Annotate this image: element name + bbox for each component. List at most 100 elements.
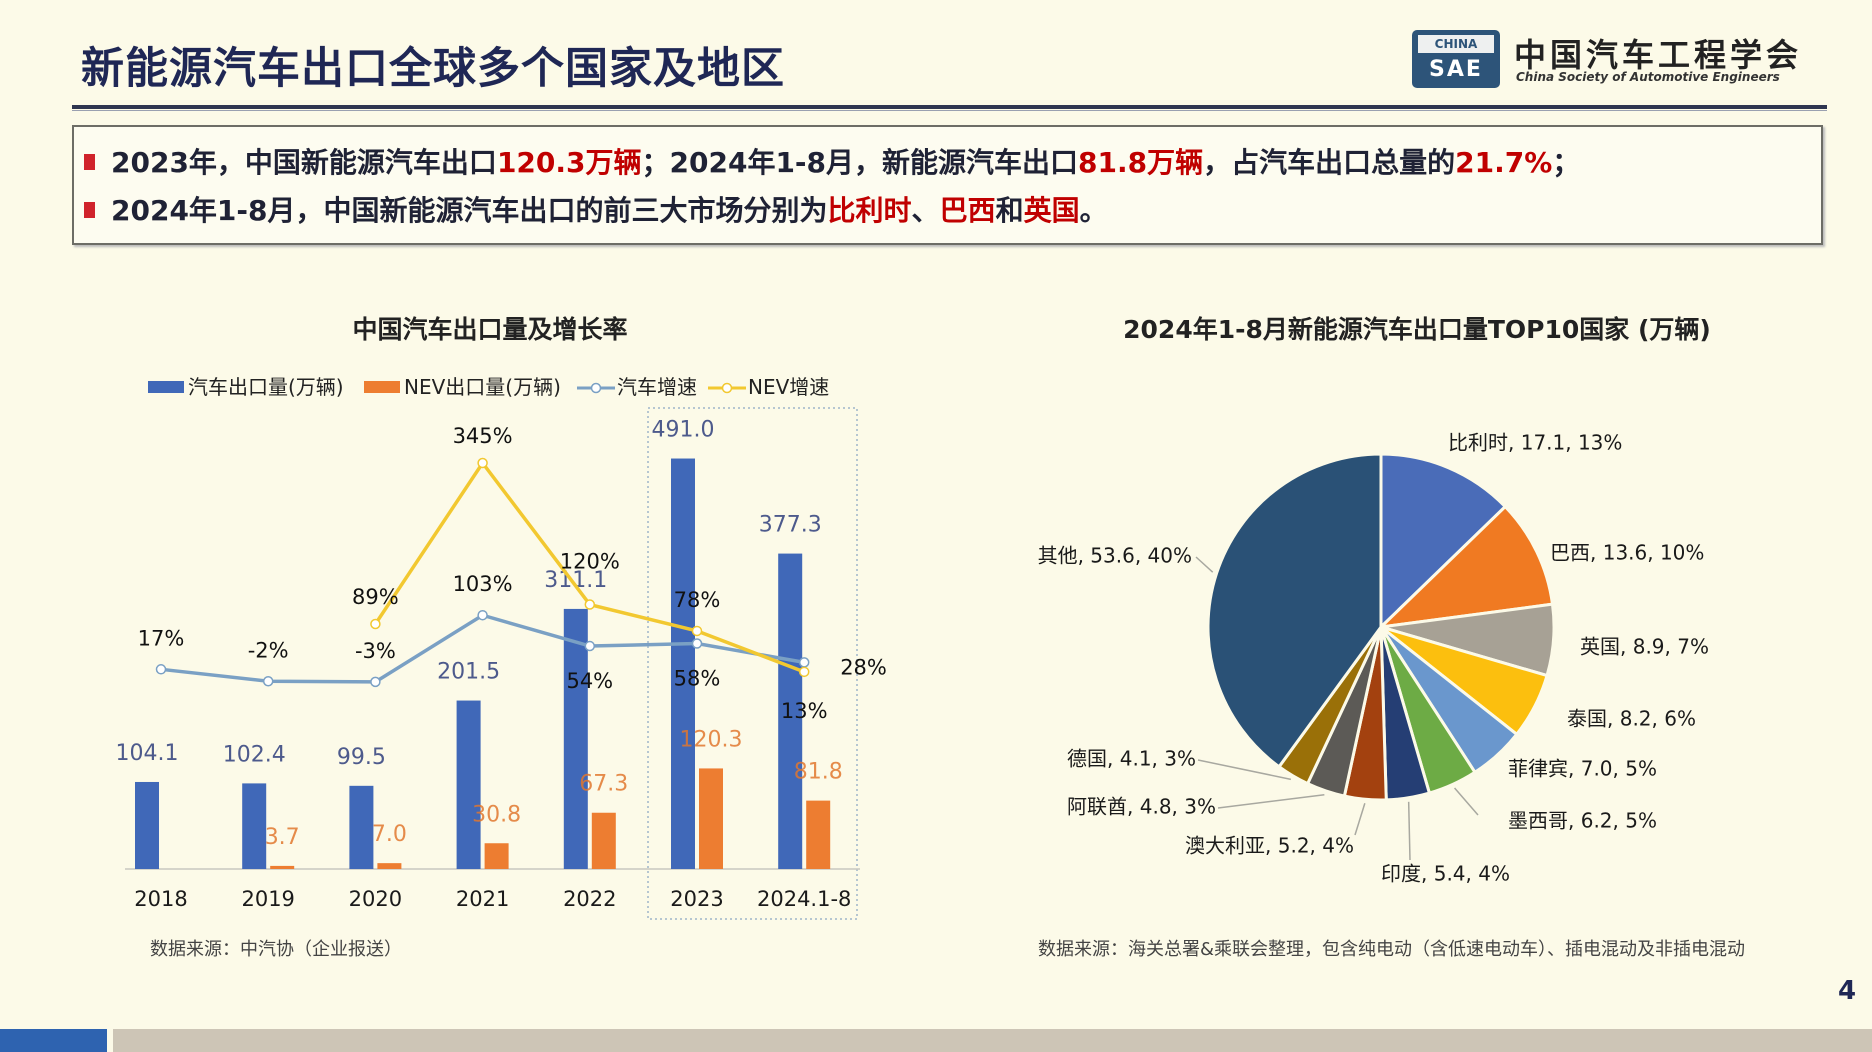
pie-leader-line (1195, 556, 1214, 573)
x-tick-label: 2021 (456, 887, 509, 911)
bullet-square-icon (84, 202, 95, 218)
nev-growth-label: 120% (560, 550, 620, 574)
x-tick-label: 2019 (241, 887, 294, 911)
summary-text: 2023年，中国新能源汽车出口 (111, 146, 497, 179)
car-growth-point (477, 609, 488, 621)
pie-label: 澳大利亚, 5.2, 4% (1185, 834, 1354, 858)
car-growth-point (370, 676, 381, 688)
logo-name-en: China Society of Automotive Engineers (1516, 70, 1780, 84)
nev-export-bar (484, 843, 509, 869)
badge-bottom-text: SAE (1429, 57, 1483, 82)
legend-nev-growth: NEV增速 (708, 371, 829, 400)
nev-export-label: 3.7 (265, 825, 300, 850)
summary-text: 、 (911, 194, 940, 227)
nev-export-bar (699, 768, 723, 869)
nev-export-label: 7.0 (372, 822, 407, 847)
pie-slice-巴西 (1376, 504, 1555, 630)
summary-text: ； (1552, 146, 1581, 179)
right-chart-title: 2024年1-8月新能源汽车出口量TOP10国家 (万辆) (1123, 315, 1711, 344)
pie-label: 巴西, 13.6, 10% (1550, 541, 1704, 565)
highlight-text: 21.7% (1455, 146, 1553, 179)
summary-bullet-1: 2023年，中国新能源汽车出口120.3万辆；2024年1-8月，新能源汽车出口… (84, 141, 1580, 181)
left-chart-source: 数据来源：中汽协（企业报送） (150, 939, 402, 960)
summary-text: ，占汽车出口总量的 (1203, 146, 1456, 179)
legend-nev-volume: NEV出口量(万辆) (364, 371, 561, 400)
page-number: 4 (1838, 976, 1857, 1006)
pie-label: 阿联酋, 4.8, 3% (1067, 795, 1216, 819)
highlight-text: 120.3万辆 (496, 146, 642, 179)
china-sae-logo: CHINA SAE 中国汽车工程学会 China Society of Auto… (1412, 30, 1832, 92)
nev-growth-point (798, 666, 810, 678)
legend-car-volume: 汽车出口量(万辆) (148, 371, 344, 400)
pie-label: 印度, 5.4, 4% (1381, 862, 1510, 886)
pie-slice-比利时 (1379, 452, 1508, 631)
nev-export-bar (591, 812, 616, 869)
nev-export-bar (270, 865, 295, 869)
summary-line-2: 2024年1-8月，中国新能源汽车出口的前三大市场分别为比利时、巴西和英国。 (111, 194, 1108, 227)
pie-leader-line (1354, 803, 1366, 836)
car-export-label: 377.3 (759, 513, 822, 538)
car-growth-point (691, 638, 703, 649)
pie-label: 其他, 53.6, 40% (1038, 544, 1192, 568)
car-growth-label: -3% (355, 639, 396, 663)
nev-growth-point (370, 618, 381, 630)
summary-text: 和 (995, 194, 1024, 227)
nev-export-label: 67.3 (579, 772, 628, 797)
pie-label: 菲律宾, 7.0, 5% (1508, 757, 1657, 781)
highlight-text: 英国 (1023, 194, 1080, 227)
car-growth-point (262, 676, 274, 687)
car-export-bar (563, 608, 588, 869)
car-export-label: 104.1 (116, 741, 179, 766)
right-chart-source: 数据来源：海关总署&乘联会整理，包含纯电动（含低速电动车）、插电混动及非插电混动 (1038, 939, 1746, 960)
car-export-bar (671, 458, 695, 869)
summary-text: 。 (1079, 194, 1108, 227)
nev-growth-label: 78% (674, 588, 721, 612)
pie-slice-其他 (1206, 452, 1383, 769)
header-divider-thin (72, 110, 1827, 111)
nev-growth-label: 345% (453, 424, 513, 448)
car-growth-label: 54% (566, 669, 613, 693)
car-growth-label: -2% (248, 638, 289, 662)
pie-leader-line (1197, 759, 1292, 781)
pie-label: 英国, 8.9, 7% (1580, 635, 1709, 659)
pie-leader-line (1407, 801, 1411, 861)
car-growth-label: 28% (840, 655, 887, 679)
legend-label: NEV出口量(万辆) (404, 375, 561, 399)
x-tick-label: 2020 (349, 887, 402, 911)
sae-badge-icon: CHINA SAE (1412, 30, 1500, 88)
legend-label: 汽车增速 (617, 375, 697, 399)
car-export-label: 491.0 (652, 418, 715, 443)
nev-export-label: 81.8 (794, 760, 843, 785)
nev-growth-point (584, 599, 596, 610)
car-growth-label: 58% (674, 667, 721, 691)
car-export-bar (456, 700, 481, 869)
nev-growth-point (477, 457, 488, 469)
x-tick-label: 2022 (563, 887, 616, 911)
car-export-bar (242, 783, 267, 869)
summary-text: ；2024年1-8月，新能源汽车出口 (641, 146, 1079, 179)
left-chart-title: 中国汽车出口量及增长率 (352, 315, 628, 344)
legend-label: NEV增速 (748, 375, 830, 399)
nev-growth-label: 89% (352, 585, 399, 609)
car-growth-point (155, 664, 167, 675)
bullet-square-icon (84, 154, 95, 170)
legend-label: 汽车出口量(万辆) (188, 375, 344, 399)
nev-export-bar (806, 800, 831, 869)
logo-name-cn: 中国汽车工程学会 (1514, 36, 1803, 74)
legend-line-marker-icon (708, 382, 746, 394)
pie-label: 墨西哥, 6.2, 5% (1508, 809, 1657, 833)
summary-bullet-2: 2024年1-8月，中国新能源汽车出口的前三大市场分别为比利时、巴西和英国。 (84, 189, 1108, 229)
car-export-bar (349, 785, 374, 869)
x-tick-label: 2018 (134, 887, 187, 911)
pie-leader-line (1217, 793, 1325, 809)
highlight-text: 81.8万辆 (1078, 146, 1204, 179)
pie-label: 德国, 4.1, 3% (1067, 747, 1196, 771)
nev-export-label: 120.3 (680, 727, 743, 752)
x-tick-label: 2023 (670, 887, 723, 911)
pie-label: 泰国, 8.2, 6% (1567, 707, 1696, 731)
summary-text: 2024年1-8月，中国新能源汽车出口的前三大市场分别为 (111, 194, 828, 227)
nev-growth-label: 13% (781, 699, 828, 723)
pie-leader-line (1454, 787, 1479, 816)
car-growth-point (798, 657, 810, 668)
